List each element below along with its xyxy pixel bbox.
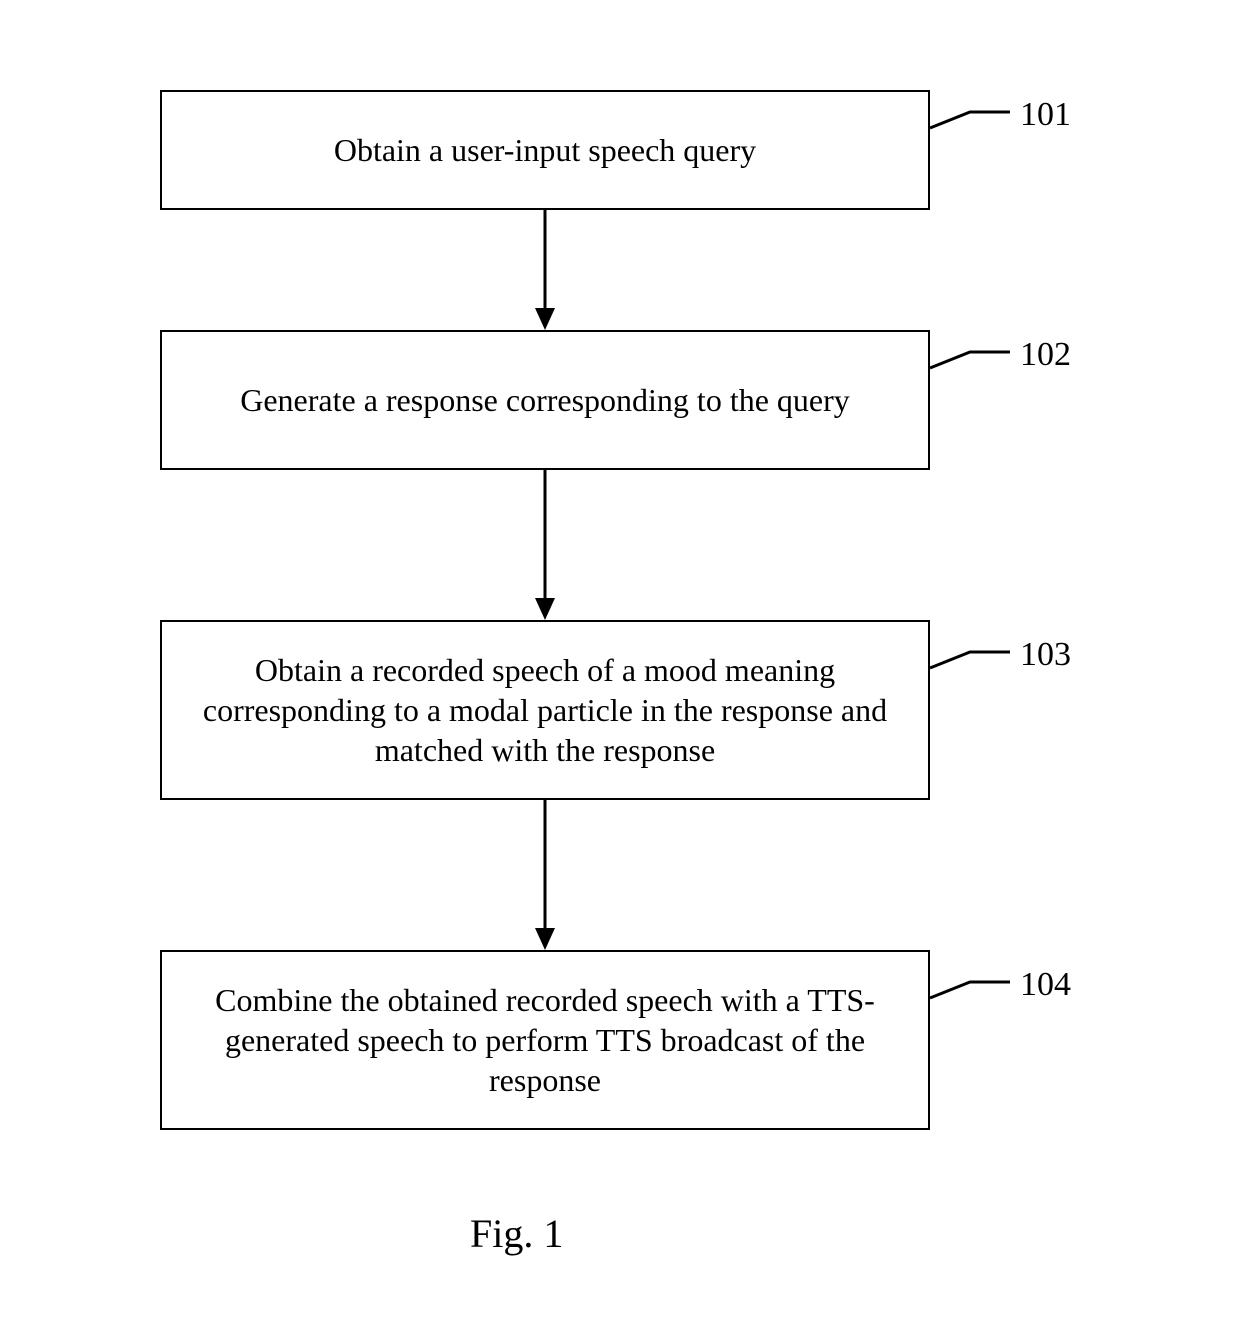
flow-node-101: Obtain a user-input speech query — [160, 90, 930, 210]
flow-node-103: Obtain a recorded speech of a mood meani… — [160, 620, 930, 800]
flow-node-text-102: Generate a response corresponding to the… — [240, 380, 850, 420]
flow-node-text-103: Obtain a recorded speech of a mood meani… — [182, 650, 908, 770]
ref-tick-103 — [928, 650, 1012, 670]
ref-label-101: 101 — [1020, 96, 1071, 134]
ref-label-103: 103 — [1020, 636, 1071, 674]
ref-tick-104 — [928, 980, 1012, 1000]
flow-node-text-104: Combine the obtained recorded speech wit… — [182, 980, 908, 1100]
ref-tick-101 — [928, 110, 1012, 130]
ref-tick-102 — [928, 350, 1012, 370]
flowchart-canvas: Obtain a user-input speech query Generate… — [0, 0, 1240, 1324]
arrow-103-to-104 — [525, 800, 565, 950]
flow-node-104: Combine the obtained recorded speech wit… — [160, 950, 930, 1130]
arrow-102-to-103 — [525, 470, 565, 620]
figure-caption: Fig. 1 — [470, 1210, 563, 1257]
flow-node-text-101: Obtain a user-input speech query — [334, 130, 756, 170]
ref-label-102: 102 — [1020, 336, 1071, 374]
arrow-101-to-102 — [525, 210, 565, 330]
flow-node-102: Generate a response corresponding to the… — [160, 330, 930, 470]
ref-label-104: 104 — [1020, 966, 1071, 1004]
